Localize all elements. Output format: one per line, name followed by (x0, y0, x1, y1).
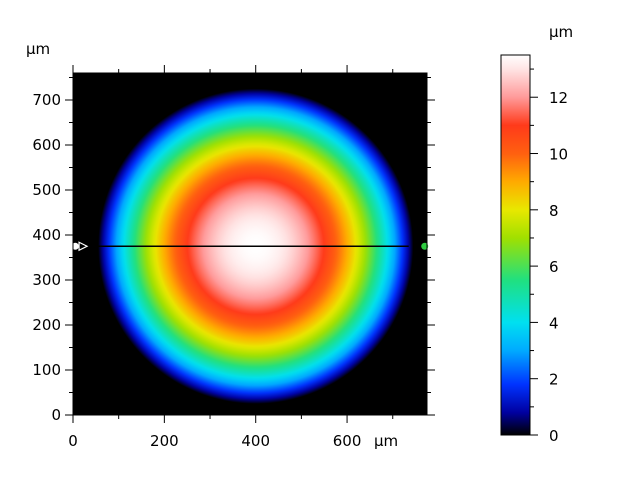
x-axis: 0 200 400 600 (68, 65, 394, 450)
plot-frame (72, 72, 428, 416)
x-tick-label: 400 (241, 432, 270, 450)
colorbar-tick-label: 8 (549, 202, 559, 220)
plot-area (71, 72, 429, 416)
profile-marker-dot[interactable] (71, 242, 79, 250)
y-tick-label: 300 (32, 271, 61, 289)
y-tick-label: 500 (32, 181, 61, 199)
profile-marker-triangle[interactable] (78, 241, 89, 252)
y-tick-label: 600 (32, 136, 61, 154)
colorbar-gradient-bar (500, 54, 531, 436)
y-tick-label: 0 (51, 406, 61, 424)
y-axis: 0 100 200 300 400 500 600 700 (32, 77, 435, 424)
x-tick-label: 0 (68, 432, 78, 450)
y-tick-label: 400 (32, 226, 61, 244)
x-axis-unit-label: µm (374, 432, 398, 450)
colorbar-tick-label: 10 (549, 146, 568, 164)
colorbar-tick-label: 6 (549, 258, 559, 276)
x-tick-label: 600 (333, 432, 362, 450)
y-tick-label: 700 (32, 91, 61, 109)
colorbar: 0 2 4 6 8 10 12 µm (500, 23, 573, 445)
profile-markers (71, 241, 429, 252)
colorbar-tick-label: 12 (549, 89, 568, 107)
colorbar-unit-label: µm (549, 23, 573, 41)
profile-marker-dot[interactable] (421, 242, 429, 250)
x-tick-label: 200 (150, 432, 179, 450)
y-axis-unit-label: µm (26, 40, 50, 58)
y-tick-label: 200 (32, 316, 61, 334)
y-tick-label: 100 (32, 361, 61, 379)
colorbar-axis: 0 2 4 6 8 10 12 (530, 68, 568, 445)
colorbar-tick-label: 4 (549, 314, 559, 332)
colorbar-tick-label: 0 (549, 427, 559, 445)
colorbar-tick-label: 2 (549, 371, 559, 389)
